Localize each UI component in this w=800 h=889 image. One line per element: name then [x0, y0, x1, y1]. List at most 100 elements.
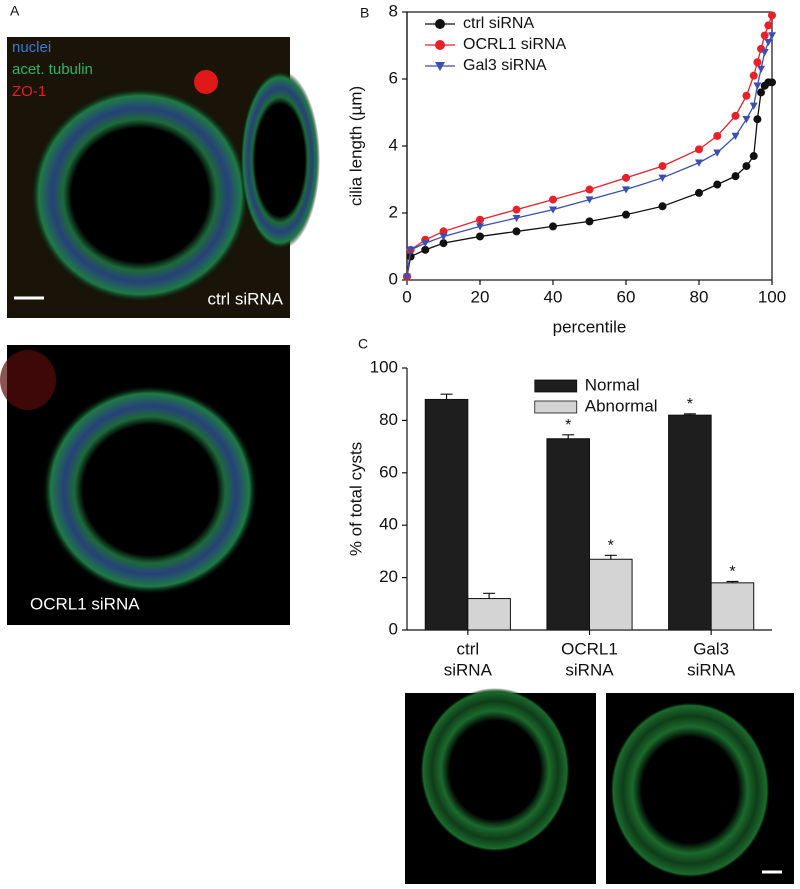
marker — [749, 71, 758, 80]
annotation: * — [729, 564, 735, 581]
y-tick-label: 0 — [389, 619, 398, 638]
channel-label: acet. tubulin — [12, 61, 93, 78]
marker — [753, 115, 762, 124]
marker — [549, 222, 557, 231]
image-caption: ctrl siRNA — [207, 289, 283, 308]
micrograph — [405, 688, 596, 884]
x-tick-label: 0 — [402, 287, 411, 306]
marker — [753, 58, 762, 67]
bar — [710, 582, 755, 631]
marker — [512, 214, 521, 223]
marker — [549, 195, 557, 204]
error-bar — [562, 434, 575, 439]
marker — [585, 196, 594, 204]
marker — [695, 159, 703, 167]
marker — [435, 40, 445, 50]
marker — [549, 206, 557, 214]
image-caption: OCRL1 siRNA — [30, 594, 140, 613]
marker — [439, 239, 448, 248]
micrograph — [606, 693, 794, 884]
y-axis-label: % of total cysts — [346, 442, 365, 556]
marker — [731, 172, 740, 181]
legend-label: ctrl siRNA — [463, 15, 534, 32]
y-tick-label: 100 — [370, 357, 398, 376]
marker — [406, 252, 415, 261]
marker — [757, 65, 766, 73]
marker — [421, 245, 430, 254]
marker — [768, 11, 776, 20]
x-tick-label: ctrl — [456, 639, 479, 658]
error-bar — [726, 580, 739, 583]
annotation: * — [608, 538, 614, 555]
marker — [768, 32, 776, 40]
y-tick-label: 60 — [379, 462, 398, 481]
marker — [585, 185, 594, 194]
bar — [668, 414, 712, 631]
marker — [760, 31, 769, 40]
marker — [695, 188, 703, 197]
marker — [742, 116, 751, 124]
x-tick-label: 60 — [617, 287, 636, 306]
marker — [731, 111, 740, 120]
x-tick-label: Gal3 — [693, 639, 729, 658]
marker — [512, 227, 521, 236]
x-tick-label: siRNA — [687, 660, 736, 679]
legend-swatch — [534, 379, 578, 393]
bar — [424, 398, 469, 631]
marker — [421, 239, 430, 248]
marker — [749, 152, 758, 161]
x-tick-label: 40 — [544, 287, 563, 306]
marker — [753, 82, 762, 90]
marker — [731, 132, 740, 140]
marker — [742, 91, 751, 100]
marker — [768, 78, 776, 87]
channel-label: ZO-1 — [12, 83, 46, 100]
y-tick-label: 80 — [379, 410, 398, 429]
marker — [622, 186, 630, 194]
marker — [742, 162, 751, 171]
series-line — [406, 81, 772, 277]
x-axis-label: percentile — [553, 317, 627, 336]
marker — [695, 145, 703, 154]
marker — [406, 246, 415, 254]
marker — [476, 223, 484, 231]
marker — [658, 202, 667, 211]
x-tick-label: siRNA — [444, 660, 493, 679]
legend-label: Gal3 siRNA — [463, 57, 547, 74]
x-tick-label: 20 — [471, 287, 490, 306]
marker — [658, 174, 667, 182]
marker — [622, 210, 630, 219]
marker — [658, 162, 667, 171]
annotation: * — [565, 417, 571, 434]
marker — [713, 149, 722, 157]
marker — [622, 173, 630, 182]
y-tick-label: 20 — [379, 567, 398, 586]
marker — [512, 205, 521, 214]
panel-label: B — [360, 5, 369, 21]
series-line — [406, 15, 773, 277]
panel-label: A — [10, 3, 20, 19]
x-tick-label: 100 — [758, 287, 786, 306]
marker — [403, 273, 411, 281]
legend-label: Normal — [585, 375, 640, 394]
marker — [439, 233, 448, 241]
annotation: * — [687, 396, 693, 413]
marker — [585, 217, 594, 226]
marker — [749, 102, 758, 110]
marker — [713, 131, 722, 140]
error-bar — [683, 413, 696, 416]
bar — [589, 558, 633, 631]
x-tick-label: siRNA — [565, 660, 614, 679]
x-tick-label: 80 — [690, 287, 709, 306]
marker — [476, 215, 484, 224]
marker — [713, 180, 722, 189]
channel-label: nuclei — [12, 39, 51, 56]
y-axis-label: cilia length (µm) — [346, 86, 365, 206]
legend-label: Abnormal — [585, 396, 658, 415]
micrograph: nuclei acet. tubulin ZO-1 ctrl siRNA — [7, 37, 320, 318]
marker — [757, 88, 766, 97]
panel-label: C — [358, 336, 368, 352]
x-tick-label: OCRL1 — [561, 639, 618, 658]
